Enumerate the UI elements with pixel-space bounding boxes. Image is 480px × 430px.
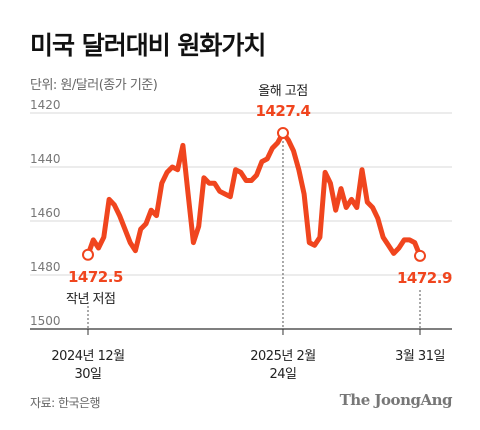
source-note: 자료: 한국은행	[30, 396, 101, 410]
y-tick-label: 1420	[30, 98, 61, 112]
y-tick-label: 1460	[30, 206, 61, 220]
y-tick-label: 1500	[30, 314, 61, 328]
y-tick-label: 1440	[30, 152, 61, 166]
brand-logo: The JoongAng	[339, 391, 453, 409]
x-tick-label: 30일	[74, 367, 101, 382]
chart-title: 미국 달러대비 원화가치	[30, 31, 266, 60]
value-label: 1427.4	[256, 102, 311, 120]
unit-label: 단위: 원/달러(종가 기준)	[30, 78, 158, 93]
series-line	[85, 130, 423, 259]
x-tick-label: 3월 31일	[395, 349, 445, 364]
note-label: 작년 저점	[66, 292, 115, 307]
value-label: 1472.5	[68, 268, 123, 286]
value-label: 1472.9	[397, 269, 452, 287]
x-tick-label: 2024년 12월	[51, 349, 124, 364]
y-tick-label: 1480	[30, 260, 61, 274]
x-tick-label: 2025년 2월	[250, 349, 315, 364]
data-point	[276, 126, 289, 139]
data-point	[82, 248, 94, 261]
data-point	[414, 249, 426, 262]
x-tick-label: 24일	[269, 367, 296, 382]
note-label: 올해 고점	[258, 84, 307, 99]
